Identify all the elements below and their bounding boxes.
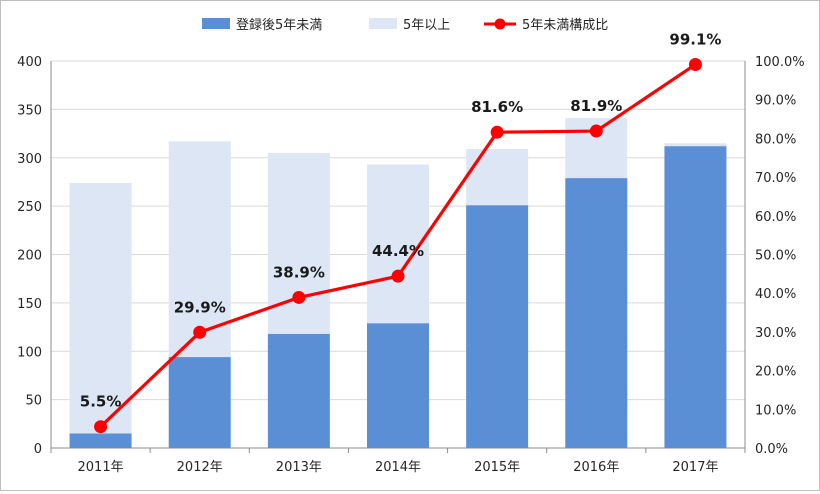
bar-under-5-years (466, 205, 529, 448)
bar-under-5-years (367, 323, 429, 448)
y-right-tick-label: 40.0% (755, 287, 796, 302)
y-right-tick-label: 70.0% (755, 171, 796, 186)
bar-5-years-or-more (664, 143, 727, 147)
y-left-tick-label: 50 (25, 394, 42, 409)
legend-swatch (202, 18, 230, 29)
y-right-tick-label: 90.0% (755, 94, 796, 109)
bar-5-years-or-more (168, 141, 231, 358)
y-right-tick-label: 10.0% (755, 403, 796, 418)
legend-label: 5年未満構成比 (522, 18, 608, 33)
legend-label: 5年以上 (403, 18, 450, 33)
bar-under-5-years (267, 333, 330, 448)
y-right-tick-label: 60.0% (755, 210, 796, 225)
ratio-data-label: 29.9% (174, 298, 226, 316)
ratio-data-label: 81.6% (471, 98, 523, 116)
ratio-data-label: 81.9% (570, 97, 622, 115)
ratio-data-label: 44.4% (372, 242, 424, 260)
ratio-point (490, 125, 504, 139)
legend-label: 登録後5年未満 (236, 18, 322, 33)
legend-swatch (369, 18, 397, 29)
bar-5-years-or-more (466, 149, 529, 206)
y-left-tick-label: 250 (17, 200, 42, 215)
ratio-point (589, 124, 603, 138)
y-right-tick-label: 20.0% (755, 365, 796, 380)
bar-under-5-years (168, 357, 231, 448)
x-tick-label: 2012年 (177, 460, 223, 475)
legend-marker (494, 18, 506, 30)
ratio-point (391, 269, 405, 283)
x-tick-label: 2013年 (276, 460, 322, 475)
x-tick-label: 2011年 (78, 460, 124, 475)
x-tick-label: 2015年 (474, 460, 520, 475)
ratio-point (688, 57, 702, 71)
y-left-tick-label: 200 (17, 249, 42, 264)
x-tick-label: 2016年 (573, 460, 619, 475)
x-tick-label: 2017年 (672, 460, 718, 475)
ratio-data-label: 99.1% (669, 30, 721, 48)
y-right-tick-label: 0.0% (755, 442, 788, 457)
bar-under-5-years (565, 178, 628, 448)
ratio-point (193, 325, 207, 339)
y-right-tick-label: 50.0% (755, 249, 796, 264)
x-tick-label: 2014年 (375, 460, 421, 475)
bar-under-5-years (664, 146, 727, 448)
bar-5-years-or-more (69, 182, 132, 434)
y-left-tick-label: 350 (17, 103, 42, 118)
y-left-tick-label: 400 (17, 55, 42, 70)
y-right-tick-label: 100.0% (755, 55, 805, 70)
ratio-data-label: 38.9% (273, 263, 325, 281)
ratio-data-label: 5.5% (80, 393, 122, 411)
bar-under-5-years (69, 433, 132, 448)
y-right-tick-label: 30.0% (755, 326, 796, 341)
y-left-tick-label: 100 (17, 345, 42, 360)
y-right-tick-label: 80.0% (755, 132, 796, 147)
y-left-tick-label: 0 (34, 442, 42, 457)
ratio-point (94, 420, 108, 434)
ratio-point (292, 290, 306, 304)
y-left-tick-label: 300 (17, 152, 42, 167)
y-left-tick-label: 150 (17, 297, 42, 312)
